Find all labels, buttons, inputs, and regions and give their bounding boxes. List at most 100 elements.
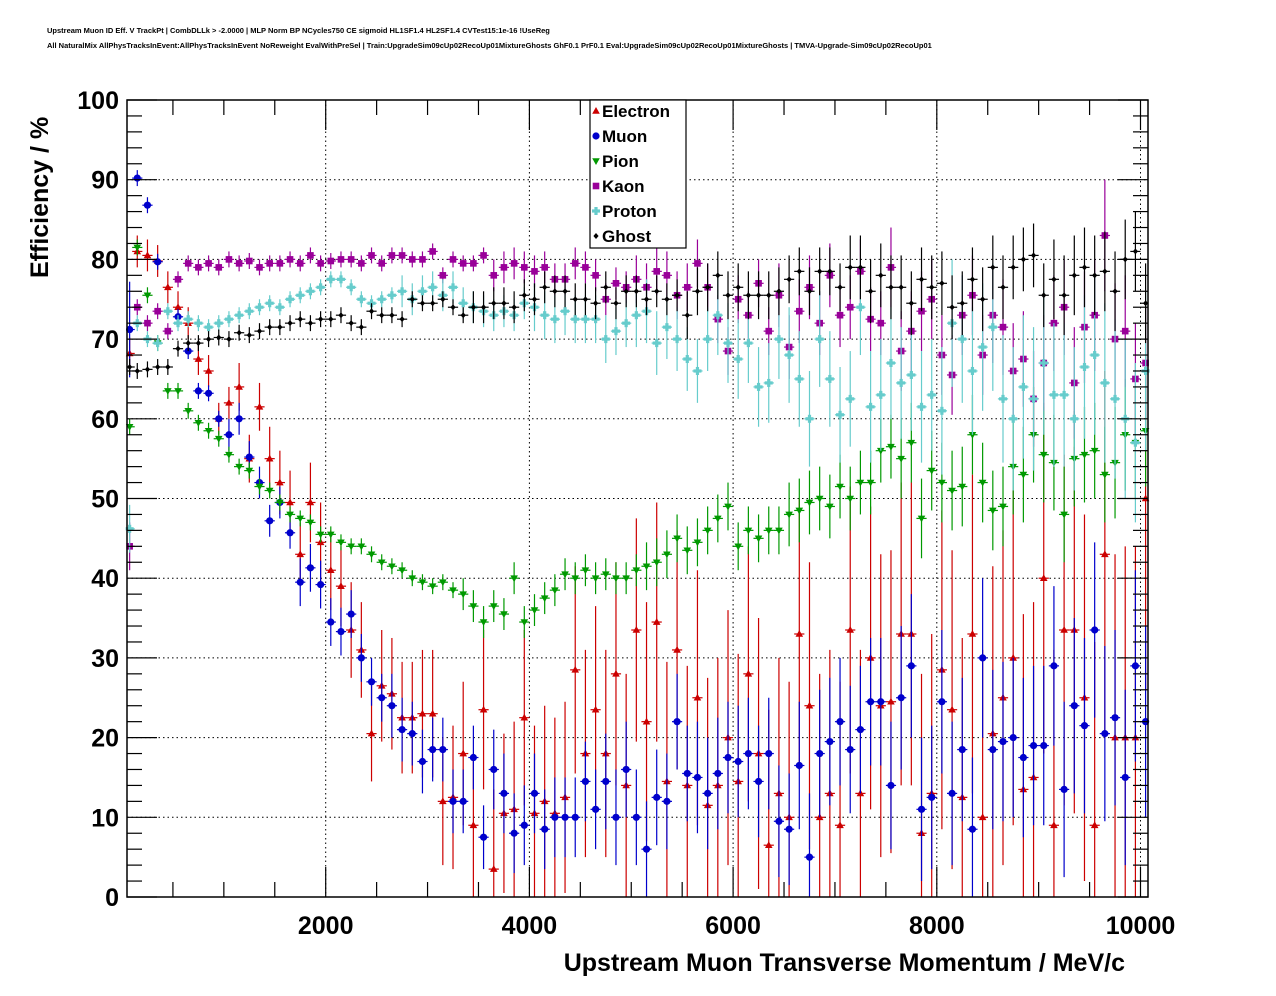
data-point-pion (946, 450, 958, 531)
marker-cross-v (1113, 394, 1117, 403)
marker-triangle-up (744, 669, 753, 677)
data-point-muon (1079, 637, 1090, 814)
marker-diamond (766, 292, 772, 299)
data-point-kaon (254, 259, 265, 276)
marker-diamond (409, 296, 415, 303)
y-tick-label: 20 (91, 725, 119, 753)
data-point-proton (967, 307, 978, 435)
marker-square (429, 248, 436, 255)
marker-circle (663, 797, 671, 805)
marker-cross-v (1011, 414, 1015, 423)
data-point-ghost (274, 319, 285, 336)
marker-cross-v (665, 323, 669, 332)
data-point-muon (498, 753, 510, 834)
marker-square (694, 260, 701, 267)
marker-cross-v (563, 307, 567, 316)
marker-triangle-down (683, 547, 692, 555)
marker-circle (1050, 662, 1058, 670)
data-point-ghost (1028, 223, 1039, 288)
data-point-ghost (692, 267, 703, 316)
marker-circle (439, 745, 447, 754)
data-point-electron (519, 630, 530, 806)
data-point-kaon (447, 251, 459, 268)
data-point-ghost (610, 287, 622, 320)
data-point-muon (753, 725, 764, 838)
marker-circle (765, 749, 773, 758)
marker-circle (1080, 722, 1089, 730)
data-point-muon (977, 578, 988, 738)
data-point-proton (356, 291, 367, 308)
marker-circle (714, 769, 722, 778)
marker-cross-v (1082, 362, 1087, 371)
data-point-kaon (498, 251, 510, 284)
data-point-ghost (977, 267, 988, 332)
data-point-muon (997, 661, 1009, 822)
data-point-ghost (488, 287, 499, 320)
marker-circle (541, 825, 549, 833)
marker-diamond (460, 312, 466, 319)
marker-diamond (348, 320, 354, 327)
legend-box (589, 99, 687, 249)
marker-triangle-down (489, 603, 498, 611)
data-point-ghost (651, 275, 662, 308)
marker-circle (632, 813, 640, 821)
marker-diamond (297, 316, 303, 323)
data-point-proton (1069, 347, 1080, 491)
marker-circle (1111, 714, 1119, 722)
marker-square (571, 260, 579, 267)
marker-cross-v (807, 414, 812, 423)
chart-title-line-2: All NaturalMix AllPhysTracksInEvent:AllP… (47, 41, 932, 50)
data-point-pion (1059, 466, 1070, 563)
marker-diamond (328, 316, 334, 323)
data-point-ghost (346, 315, 357, 332)
data-point-kaon (468, 255, 479, 272)
y-tick-label: 90 (91, 167, 119, 195)
marker-diamond (562, 288, 568, 295)
marker-circle (296, 578, 304, 586)
marker-circle (785, 825, 793, 833)
marker-square (256, 264, 263, 271)
marker-triangle-up (306, 498, 315, 506)
data-point-proton (335, 271, 347, 288)
marker-diamond (318, 316, 324, 323)
marker-diamond (521, 292, 527, 299)
data-point-ghost (641, 283, 652, 316)
marker-triangle-down (469, 603, 478, 611)
data-point-muon (478, 805, 489, 870)
data-point-proton (305, 283, 316, 300)
data-point-ghost (845, 235, 856, 300)
marker-triangle-down (571, 575, 580, 583)
marker-circle (602, 777, 610, 786)
data-point-ghost (590, 287, 601, 320)
marker-cross-v (247, 307, 251, 316)
marker-square (174, 276, 182, 283)
marker-diamond (470, 304, 476, 311)
marker-square (918, 307, 925, 315)
marker-triangle-up (652, 618, 661, 625)
data-point-ghost (437, 291, 448, 308)
marker-cross-v (1133, 438, 1138, 447)
marker-triangle-up (632, 626, 641, 633)
data-point-ghost (559, 275, 571, 308)
marker-square (266, 260, 273, 267)
marker-square (877, 319, 885, 327)
marker-circle (642, 845, 651, 853)
marker-triangle-down (347, 543, 355, 551)
data-point-muon (733, 705, 744, 818)
data-point-pion (396, 562, 408, 579)
marker-cross-v (899, 378, 903, 387)
marker-circle (1131, 662, 1140, 670)
marker-triangle-down (642, 563, 651, 571)
marker-circle (510, 829, 518, 837)
data-point-kaon (152, 303, 163, 320)
legend-label: Kaon (602, 177, 645, 196)
legend: Electron Muon Pion Kaon Proton Ghost (589, 99, 687, 249)
legend-item-kaon: Kaon (592, 177, 645, 196)
marker-circle (306, 564, 315, 572)
marker-square (164, 327, 172, 335)
data-point-pion (437, 574, 448, 591)
marker-cross-v (909, 370, 913, 379)
marker-circle (989, 745, 997, 754)
marker-square (592, 272, 599, 279)
